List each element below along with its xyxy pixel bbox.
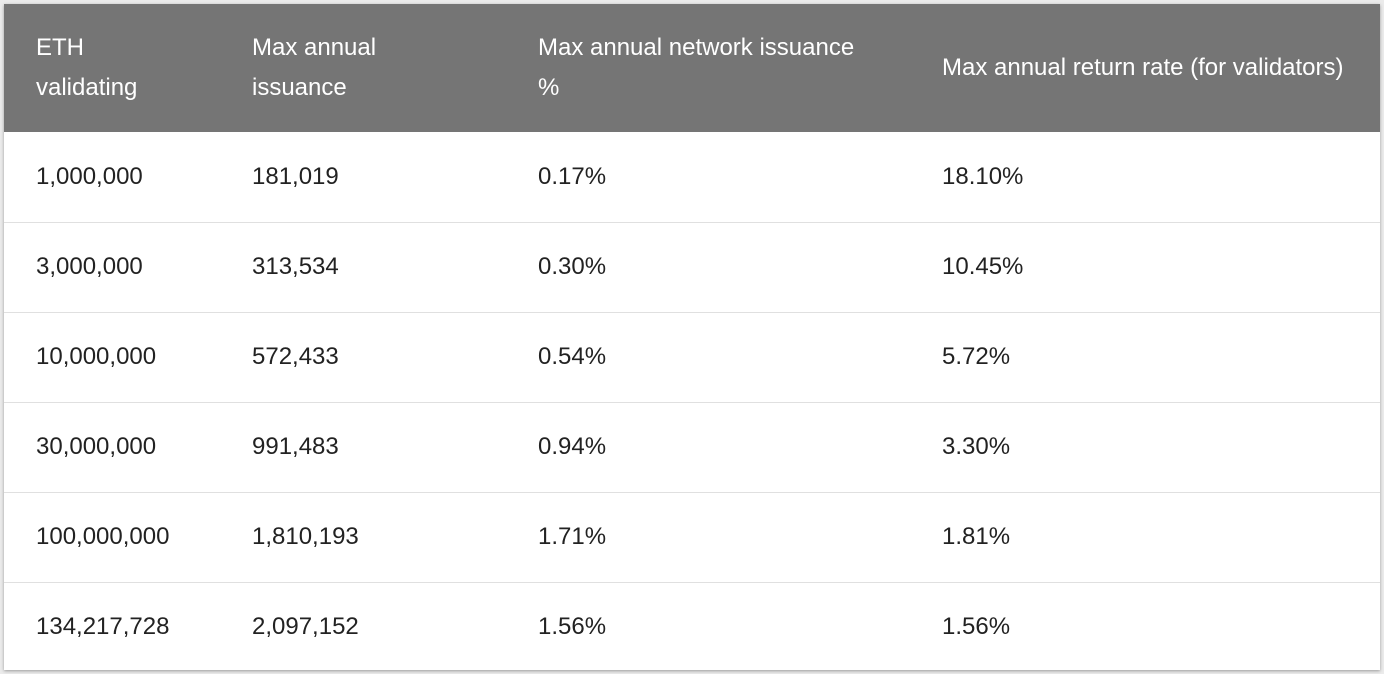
issuance-table-card: ETH validating Max annual issuance Max a… [4, 4, 1380, 670]
header-max-network-issuance-percent: Max annual network issuance % [538, 34, 855, 101]
cell-return-rate: 18.10% [942, 162, 1024, 190]
header-eth-validating: ETH validating [36, 34, 138, 101]
cell-eth-validating: 1,000,000 [36, 162, 143, 190]
cell-eth-validating: 134,217,728 [36, 613, 170, 641]
cell-network-issuance-percent: 0.94% [538, 433, 607, 460]
cell-network-issuance-percent: 0.54% [538, 343, 607, 370]
cell-network-issuance-percent: 1.71% [538, 523, 607, 550]
cell-max-annual-issuance: 313,534 [252, 253, 339, 280]
cell-max-annual-issuance: 991,483 [252, 433, 339, 460]
cell-max-annual-issuance: 1,810,193 [252, 523, 359, 550]
cell-return-rate: 10.45% [942, 253, 1024, 280]
cell-return-rate: 5.72% [942, 343, 1011, 370]
cell-return-rate: 3.30% [942, 433, 1011, 460]
cell-return-rate: 1.56% [942, 613, 1011, 641]
cell-max-annual-issuance: 181,019 [252, 162, 339, 190]
cell-network-issuance-percent: 0.30% [538, 253, 607, 280]
table-row: 100,000,000 1,810,193 1.71% 1.81% [4, 492, 1380, 582]
table-row: 10,000,000 572,433 0.54% 5.72% [4, 312, 1380, 402]
cell-network-issuance-percent: 0.17% [538, 162, 607, 190]
cell-return-rate: 1.81% [942, 523, 1011, 550]
header-max-return-rate: Max annual return rate (for validators) [942, 54, 1344, 81]
table-row: 3,000,000 313,534 0.30% 10.45% [4, 222, 1380, 312]
cell-max-annual-issuance: 2,097,152 [252, 613, 359, 641]
cell-max-annual-issuance: 572,433 [252, 343, 339, 370]
header-row: ETH validating Max annual issuance Max a… [4, 4, 1380, 132]
cell-network-issuance-percent: 1.56% [538, 613, 607, 641]
cell-eth-validating: 10,000,000 [36, 343, 157, 370]
issuance-table: ETH validating Max annual issuance Max a… [4, 4, 1380, 670]
table-row: 134,217,728 2,097,152 1.56% 1.56% [4, 582, 1380, 670]
table-row: 30,000,000 991,483 0.94% 3.30% [4, 402, 1380, 492]
cell-eth-validating: 3,000,000 [36, 253, 143, 280]
cell-eth-validating: 30,000,000 [36, 433, 157, 460]
table-header: ETH validating Max annual issuance Max a… [4, 4, 1380, 132]
cell-eth-validating: 100,000,000 [36, 523, 170, 550]
table-body: 1,000,000 181,019 0.17% 18.10% 3,000,000… [4, 132, 1380, 670]
table-row: 1,000,000 181,019 0.17% 18.10% [4, 132, 1380, 222]
header-max-annual-issuance: Max annual issuance [252, 34, 377, 101]
